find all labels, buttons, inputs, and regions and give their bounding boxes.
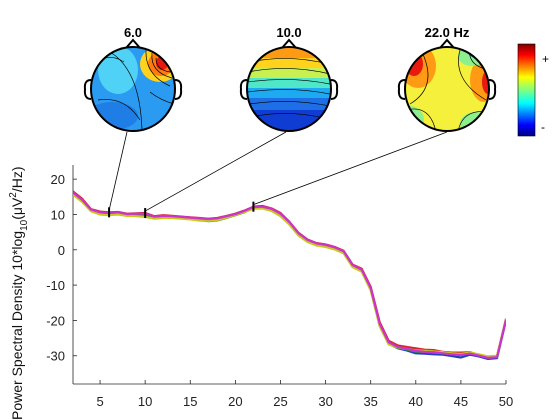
x-tick-label: 35	[363, 394, 377, 409]
topoplot-10hz: 10.0	[239, 25, 339, 132]
x-tick-label: 20	[228, 394, 242, 409]
psd-series-line-2	[73, 192, 506, 360]
connector-line	[144, 131, 287, 212]
x-tick-label: 5	[96, 394, 103, 409]
nose-icon	[281, 38, 297, 49]
nose-icon	[439, 38, 455, 49]
head-outline	[404, 46, 490, 132]
ear-icon	[330, 79, 339, 100]
topo-title-10hz: 10.0	[276, 25, 301, 40]
ear-icon	[397, 79, 406, 100]
psd-series-line-3	[73, 193, 506, 359]
ear-icon	[83, 79, 92, 100]
y-tick-label: 20	[51, 172, 65, 187]
x-tick-label: 40	[409, 394, 423, 409]
x-tick-label: 25	[273, 394, 287, 409]
psd-series-line-4	[73, 193, 506, 358]
y-ticks: 20 10 0 -10 -20 -30	[46, 172, 77, 364]
topoplot-22hz: 22.0 Hz	[397, 25, 497, 132]
y-tick-label: 10	[51, 207, 65, 222]
colorbar-plus-label: +	[542, 52, 549, 66]
y-tick-label: 0	[58, 243, 65, 258]
connector-line	[253, 131, 448, 206]
head-outline	[90, 46, 176, 132]
frequency-markers	[108, 201, 255, 219]
x-ticks: 5 10 15 20 25 30 35 40 45 50	[96, 380, 513, 409]
y-tick-label: -20	[46, 313, 65, 328]
x-tick-label: 30	[318, 394, 332, 409]
topo-title-22hz: 22.0 Hz	[425, 25, 470, 40]
x-tick-label: 15	[183, 394, 197, 409]
ear-icon	[174, 79, 183, 100]
x-tick-label: 50	[499, 394, 513, 409]
topo-title-6hz: 6.0	[124, 25, 142, 40]
ear-icon	[488, 79, 497, 100]
colorbar-gradient	[517, 43, 536, 137]
x-tick-label: 10	[138, 394, 152, 409]
y-axis-label: Power Spectral Density 10*log10(μV2/Hz)	[8, 166, 30, 420]
psd-series	[73, 190, 506, 360]
colorbar: + -	[517, 43, 549, 137]
x-tick-label: 45	[454, 394, 468, 409]
colorbar-minus-label: -	[541, 120, 545, 134]
nose-icon	[125, 38, 141, 49]
y-tick-label: -10	[46, 278, 65, 293]
topoplot-6hz: 6.0	[83, 25, 183, 132]
connector-line	[108, 131, 128, 211]
y-tick-label: -30	[46, 349, 65, 364]
head-outline	[246, 46, 332, 132]
plot-axes: 5 10 15 20 25 30 35 40 45 50 20 10 0 -10 -20 -30	[46, 165, 513, 409]
ear-icon	[239, 79, 248, 100]
topo-connectors	[108, 131, 448, 212]
